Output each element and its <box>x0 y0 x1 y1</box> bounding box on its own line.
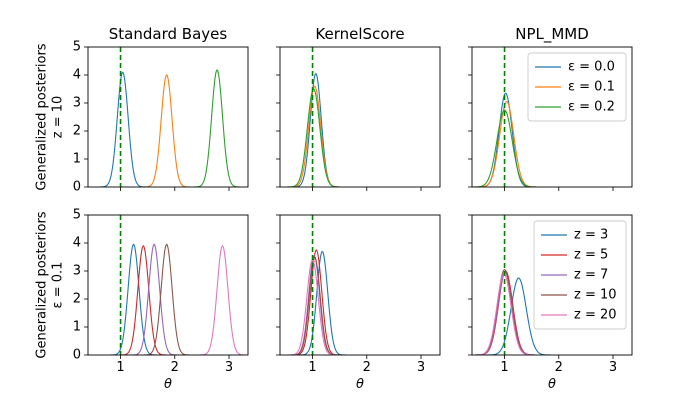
panel-r0-c1: KernelScore <box>276 25 441 191</box>
x-axis-label-c0: θ <box>164 377 172 392</box>
density-curve-r1-c2-s0 <box>486 277 551 355</box>
panel-r1-c1-plot-area <box>288 249 346 355</box>
legend-label-r1-2: z = 7 <box>574 268 608 283</box>
density-curve-r1-c1-s3 <box>291 256 338 355</box>
panel-r0-c0-plot-area <box>99 69 240 187</box>
y-tick-label-r0-0: 0 <box>73 180 81 195</box>
y-tick-label-r1-5: 5 <box>73 208 81 223</box>
x-tick-label-c2-1: 2 <box>555 360 563 375</box>
legend-box-r1 <box>533 220 627 330</box>
row-0-ylabel-line1: Generalized posteriors <box>35 43 50 190</box>
panel-title-1: KernelScore <box>315 25 404 43</box>
panel-r1-c0-plot-area <box>110 243 246 355</box>
y-tick-label-r0-2: 2 <box>73 124 81 139</box>
axes-frame-r1-c2 <box>471 214 633 356</box>
panel-r0-c2-plot-area <box>472 92 537 187</box>
x-tick-label-c1-2: 3 <box>417 360 425 375</box>
density-curve-r0-c1-s1 <box>289 85 340 187</box>
legend-r1: z = 3 z = 5 z = 7 z = 10 z = 20 <box>533 220 627 330</box>
legend-label-r1-1: z = 5 <box>574 248 608 263</box>
y-tick-label-r0-1: 1 <box>73 152 81 167</box>
panel-r0-c1-plot-area <box>287 72 340 187</box>
x-tick-label-c1-1: 2 <box>363 360 371 375</box>
row-1-ylabel-line2: ε = 0.1 <box>51 262 66 309</box>
panel-r0-c0: Standard Bayes 0 1 2 3 4 5 <box>73 25 249 195</box>
axes-frame-r0-c1 <box>279 46 441 188</box>
row-0-ylabel-line2: z = 10 <box>51 96 66 139</box>
density-curve-r0-c0-s0 <box>99 71 146 187</box>
panel-r0-c2: NPL_MMD ε = 0.0 ε = 0.1 ε = 0.2 <box>468 25 633 191</box>
legend-r0: ε = 0.0 ε = 0.1 ε = 0.2 <box>527 52 627 122</box>
density-curve-r0-c2-s2 <box>472 109 537 187</box>
x-tick-label-c0-1: 2 <box>171 360 179 375</box>
axes-frame-r1-c1 <box>279 214 441 356</box>
y-tick-label-r1-4: 4 <box>73 236 81 251</box>
x-tick-label-c0-0: 1 <box>116 360 124 375</box>
panel-title-2: NPL_MMD <box>515 25 589 44</box>
y-tick-label-r1-2: 2 <box>73 292 81 307</box>
panel-title-0: Standard Bayes <box>109 25 228 43</box>
axes-frame-r0-c0 <box>87 46 249 188</box>
density-curve-r1-c0-s3 <box>143 243 190 355</box>
density-curve-r1-c2-s1 <box>476 270 536 355</box>
density-curve-r1-c1-s2 <box>291 254 337 355</box>
legend-label-r1-0: z = 3 <box>574 228 608 243</box>
x-axis-label-c2: θ <box>548 377 556 392</box>
density-curve-r0-c1-s2 <box>287 88 340 187</box>
y-tick-label-r0-4: 4 <box>73 68 81 83</box>
x-tick-label-c0-2: 3 <box>225 360 233 375</box>
panel-r1-c2: 1 2 3 θ z = 3 z = 5 z = 7 z = 10 z = 20 <box>468 214 633 392</box>
axes-frame-r1-c0 <box>87 214 249 356</box>
x-tick-label-c2-2: 3 <box>609 360 617 375</box>
legend-label-r1-3: z = 10 <box>574 288 617 303</box>
legend-label-r1-4: z = 20 <box>574 308 617 323</box>
y-tick-label-r1-3: 3 <box>73 264 81 279</box>
density-curve-r1-c0-s1 <box>120 244 167 355</box>
y-tick-label-r1-0: 0 <box>73 348 81 363</box>
x-axis-label-c1: θ <box>356 377 364 392</box>
density-curve-r1-c0-s4 <box>199 244 246 355</box>
density-curve-r1-c0-s0 <box>110 243 157 355</box>
panel-r1-c1: 1 2 3 θ <box>276 214 441 392</box>
y-tick-label-r0-3: 3 <box>73 96 81 111</box>
legend-box-r0 <box>527 52 627 122</box>
legend-label-r0-2: ε = 0.2 <box>568 100 615 115</box>
density-curve-r0-c0-s2 <box>194 69 240 187</box>
x-tick-label-c1-0: 1 <box>308 360 316 375</box>
legend-label-r0-1: ε = 0.1 <box>568 80 615 95</box>
panel-r1-c2-plot-area <box>474 268 551 355</box>
density-curve-r1-c0-s2 <box>131 243 177 355</box>
axes-frame-r0-c2 <box>471 46 633 188</box>
density-curve-r0-c1-s0 <box>293 72 339 187</box>
x-tick-label-c2-0: 1 <box>500 360 508 375</box>
density-curve-r0-c0-s1 <box>143 74 190 187</box>
legend-label-r0-0: ε = 0.0 <box>568 60 615 75</box>
y-tick-label-r0-5: 5 <box>73 40 81 55</box>
y-tick-label-r1-1: 1 <box>73 320 81 335</box>
density-curve-r0-c2-s0 <box>478 92 533 187</box>
density-curve-r1-c1-s0 <box>299 250 346 355</box>
row-1-ylabel-line1: Generalized posteriors <box>35 211 50 358</box>
panel-r1-c0: 0 1 2 3 4 5 1 2 3 θ <box>73 208 249 392</box>
density-curve-r1-c1-s1 <box>293 249 340 355</box>
